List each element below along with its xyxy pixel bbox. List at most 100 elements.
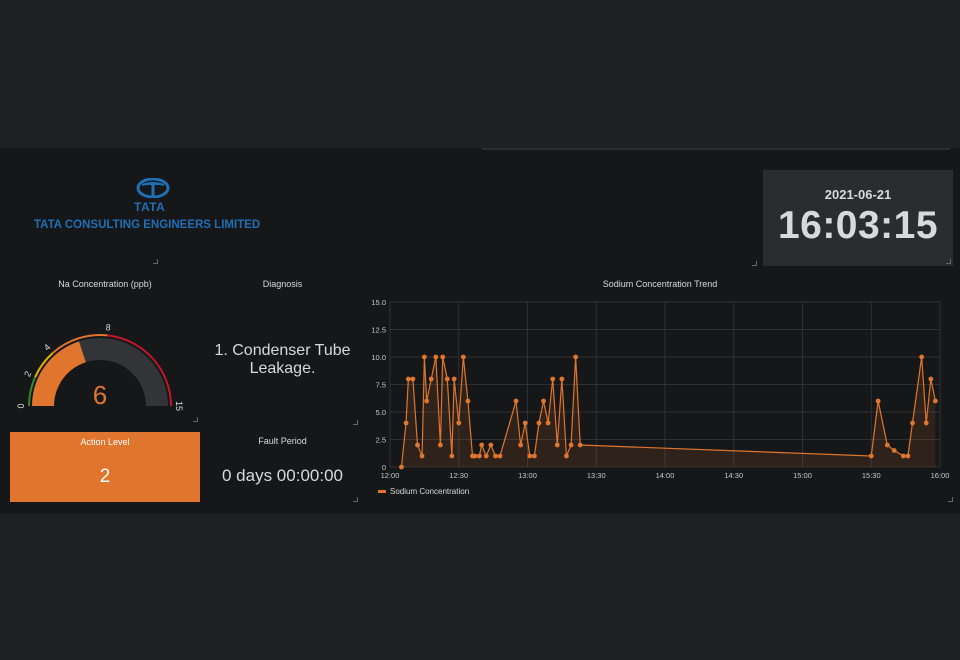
data-point: [868, 453, 874, 459]
diagnosis-text: 1. Condenser Tube Leakage.: [214, 342, 351, 377]
series-area: [401, 357, 936, 467]
data-point: [483, 453, 489, 459]
data-point: [577, 442, 583, 448]
legend-label: Sodium Concentration: [390, 487, 470, 496]
data-point: [559, 376, 565, 382]
tata-logo-icon: [136, 178, 170, 198]
clock-panel: 2021-06-21 16:03:15: [763, 170, 953, 266]
data-point: [522, 420, 528, 426]
gauge-value: 6: [93, 380, 107, 410]
company-name: TATA CONSULTING ENGINEERS LIMITED: [34, 219, 261, 231]
series-line: [400, 356, 937, 468]
x-tick-label: 13:30: [587, 471, 606, 480]
x-tick-label: 12:30: [449, 471, 468, 480]
gauge-threshold-yellow: [34, 352, 54, 378]
resize-handle[interactable]: [353, 497, 358, 502]
data-point: [536, 420, 542, 426]
gauge-panel: Na Concentration (ppb) 0 2 4 8 15 6: [10, 274, 200, 424]
data-point: [405, 376, 411, 382]
gauge-threshold-orange: [51, 334, 108, 354]
data-point: [875, 398, 881, 404]
y-tick-label: 5.0: [376, 408, 386, 417]
x-tick-label: 12:00: [381, 471, 400, 480]
resize-handle[interactable]: [752, 261, 757, 266]
action-level-value: 2: [99, 466, 111, 487]
resize-handle[interactable]: [353, 420, 358, 425]
gauge-value-fill: [32, 341, 86, 406]
chart-legend[interactable]: Sodium Concentration: [378, 487, 469, 496]
data-point: [923, 420, 929, 426]
gauge-chart: 0 2 4 8 15 6: [16, 322, 184, 411]
action-level-title: Action Level: [80, 437, 130, 447]
gauge-threshold-label: 0: [16, 403, 26, 408]
data-point: [465, 398, 471, 404]
trend-chart: 0 2.5 5.0 7.5 10.0 12.5 15.0 12:00 12:30 13:00 13:…: [371, 298, 950, 480]
gauge-threshold-label: 15: [174, 401, 184, 411]
diagnosis-title: Diagnosis: [262, 279, 303, 289]
action-level-panel: Action Level 2: [10, 432, 200, 502]
data-point: [884, 442, 890, 448]
data-point: [472, 453, 478, 459]
fault-period-value: 0 days 00:00:00: [222, 466, 343, 485]
data-point: [421, 354, 427, 360]
x-tick-label: 14:00: [656, 471, 675, 480]
legend-swatch: [378, 490, 386, 493]
data-point: [554, 442, 560, 448]
logo-mark: TATA: [134, 200, 166, 214]
y-tick-label: 0: [382, 463, 386, 472]
data-point: [403, 420, 409, 426]
chart-title: Sodium Concentration Trend: [602, 279, 718, 289]
gauge-title: Na Concentration (ppb): [58, 279, 152, 289]
resize-handle[interactable]: [153, 259, 158, 264]
gauge-threshold-label: 8: [105, 322, 111, 332]
data-point: [513, 398, 519, 404]
fault-period-title: Fault Period: [258, 436, 307, 446]
resize-handle[interactable]: [193, 417, 198, 422]
x-tick-label: 16:00: [931, 471, 950, 480]
header-divider: [482, 148, 950, 150]
data-point: [479, 442, 485, 448]
data-point: [419, 453, 425, 459]
logo-panel: TATA TATA CONSULTING ENGINEERS LIMITED: [0, 150, 260, 266]
data-point: [900, 453, 906, 459]
data-point: [460, 354, 466, 360]
data-point: [497, 453, 503, 459]
data-point: [573, 354, 579, 360]
data-point: [905, 453, 911, 459]
resize-handle[interactable]: [948, 497, 953, 502]
resize-handle[interactable]: [946, 259, 951, 264]
data-point: [488, 442, 494, 448]
data-point: [568, 442, 574, 448]
data-point: [415, 442, 420, 448]
y-tick-label: 2.5: [376, 436, 386, 445]
data-point: [433, 354, 439, 360]
data-point: [444, 376, 450, 382]
y-tick-label: 12.5: [371, 326, 386, 335]
data-point: [527, 453, 533, 459]
data-point: [541, 398, 546, 404]
y-tick-label: 10.0: [371, 353, 386, 362]
gauge-threshold-label: 2: [22, 370, 33, 379]
data-point: [424, 398, 430, 404]
x-tick-label: 14:30: [724, 471, 743, 480]
x-tick-label: 13:00: [518, 471, 537, 480]
gauge-threshold-label: 4: [42, 342, 52, 353]
data-point: [928, 376, 934, 382]
data-point: [410, 376, 416, 382]
data-point: [531, 453, 537, 459]
gauge-threshold-green: [28, 376, 37, 406]
data-point: [440, 354, 446, 360]
data-point: [919, 354, 925, 360]
data-point: [910, 420, 915, 426]
data-point: [438, 442, 443, 448]
data-point: [449, 453, 455, 459]
data-point: [493, 453, 498, 459]
clock-date: 2021-06-21: [824, 187, 892, 202]
y-tick-label: 7.5: [376, 381, 386, 390]
x-tick-label: 15:00: [793, 471, 812, 480]
data-point: [456, 420, 462, 426]
clock-time: 16:03:15: [777, 204, 939, 247]
data-point: [933, 398, 938, 404]
data-point: [564, 453, 569, 459]
data-point: [451, 376, 457, 382]
